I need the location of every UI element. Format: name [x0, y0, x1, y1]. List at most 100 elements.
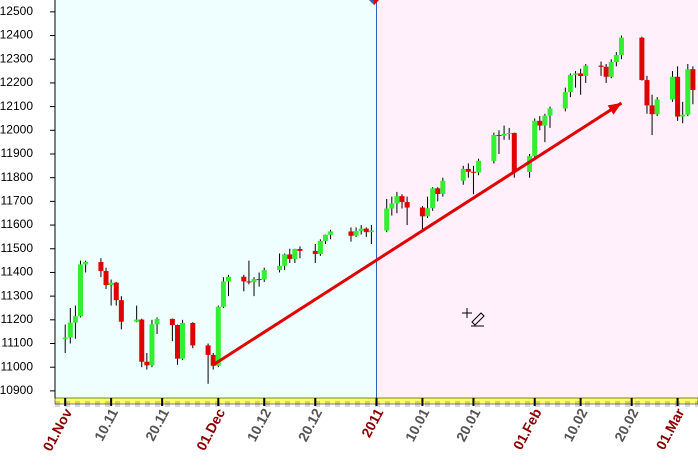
candle-body — [368, 230, 374, 233]
y-tick-label: 11800 — [1, 170, 34, 184]
candle-body — [639, 37, 645, 81]
candle-body — [425, 208, 431, 217]
y-tick-label: 12100 — [0, 99, 33, 113]
y-tick-label: 12500 — [0, 4, 33, 18]
candle-body — [149, 324, 155, 366]
candle-body — [465, 168, 471, 172]
candle-body — [476, 160, 482, 173]
candle-body — [430, 188, 436, 209]
candle-body — [669, 76, 675, 100]
candle-body — [154, 318, 160, 325]
candle-body — [491, 135, 497, 161]
candle-body — [261, 270, 267, 280]
y-tick-label: 10900 — [0, 383, 33, 397]
candle-body — [527, 156, 533, 172]
candle-body — [573, 73, 579, 75]
candle-body — [67, 322, 73, 338]
candle-body — [419, 207, 425, 217]
y-tick-label: 12000 — [0, 122, 33, 136]
candle-body — [292, 248, 298, 259]
candle-body — [328, 231, 334, 235]
candle-body — [205, 345, 211, 355]
x-tick-label: 2011 — [358, 405, 386, 440]
candle-body — [108, 282, 114, 285]
x-tick-label: 10.02 — [560, 405, 591, 444]
candle-body — [618, 37, 624, 55]
x-tick-label: 01.Mar — [653, 405, 688, 452]
y-tick-label: 12400 — [0, 28, 33, 42]
candle-body — [680, 114, 686, 117]
candle-body — [134, 319, 140, 322]
candle-body — [690, 69, 696, 91]
plot-area: 10900 11000 11100 11200 11300 11400 11500 11600… — [0, 0, 698, 398]
candle-body — [394, 196, 400, 204]
x-tick-label: 01.Feb — [510, 406, 545, 453]
candle-body — [215, 306, 221, 366]
candle-body — [220, 281, 226, 307]
candle-body — [83, 262, 89, 265]
x-tick-label: 10.11 — [91, 405, 121, 443]
candle-body — [353, 230, 359, 236]
x-tick-label: 10.01 — [402, 405, 433, 444]
candle-body — [174, 325, 180, 359]
candle-body — [118, 300, 124, 322]
candle-body — [511, 132, 517, 172]
candle-body — [317, 240, 323, 254]
candle-body — [312, 250, 318, 254]
trend-arrow — [212, 101, 623, 367]
background-region — [55, 0, 377, 398]
candle-body — [251, 279, 257, 283]
candle-body — [72, 316, 78, 323]
candle-body — [358, 228, 364, 231]
candle-body — [649, 105, 655, 115]
candle-body — [501, 133, 507, 136]
candle-body — [282, 254, 288, 266]
candle-body — [348, 231, 354, 236]
y-tick-label: 12300 — [0, 51, 33, 65]
candle-body — [460, 168, 466, 181]
candle-body — [435, 188, 441, 195]
candle-body — [685, 69, 691, 115]
candle-body — [603, 66, 609, 77]
candle-body — [578, 73, 584, 77]
x-tick-label: 01.Dec — [193, 405, 228, 453]
candle-body — [98, 262, 104, 272]
candle-body — [389, 203, 395, 209]
trend-arrow-head — [607, 103, 622, 115]
y-tick-label: 11000 — [1, 359, 34, 373]
candle-body — [440, 180, 446, 195]
candle-body — [78, 264, 84, 317]
x-tick-label: 10.12 — [244, 405, 275, 444]
candle-body — [399, 196, 405, 203]
candle-body — [537, 120, 543, 126]
y-tick-label: 11300 — [1, 288, 34, 302]
candle-body — [226, 276, 232, 282]
candle-body — [144, 361, 150, 366]
candle-body — [139, 319, 145, 362]
candle-body — [246, 281, 252, 283]
x-tick-label: 20.12 — [295, 405, 326, 444]
candle-body — [190, 322, 196, 346]
candle-body — [384, 208, 390, 231]
candle-body — [322, 234, 328, 241]
candle-body — [103, 271, 109, 285]
candle-body — [613, 54, 619, 63]
candle-body — [241, 276, 247, 282]
candle-body — [62, 337, 68, 340]
candle-body — [277, 265, 283, 271]
candle-body — [169, 318, 175, 326]
candle-body — [562, 92, 568, 109]
candle-body — [675, 76, 681, 117]
candle-body — [470, 171, 476, 173]
candle-body — [256, 279, 262, 281]
candle-body — [506, 132, 512, 134]
candle-body — [654, 99, 660, 115]
x-tick-label: 20.01 — [453, 405, 484, 444]
candle-body — [363, 228, 369, 233]
candle-body — [297, 248, 303, 251]
marker-diamond-half — [374, 0, 379, 5]
candle-body — [404, 202, 410, 208]
candle-body — [547, 108, 553, 116]
y-tick-label: 11200 — [1, 312, 34, 326]
